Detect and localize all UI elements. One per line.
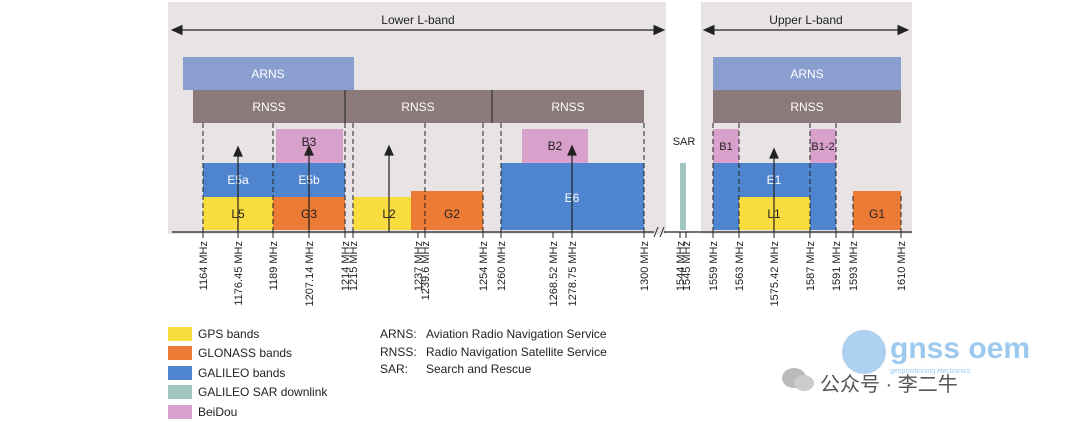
frequency-tick-label: 1591 MHz (831, 241, 843, 291)
frequency-tick-label: 1207.14 MHz (304, 241, 316, 306)
frequency-tick-label: 1610 MHz (896, 241, 908, 291)
band-b1-2-label: B1-2 (811, 141, 834, 153)
rnss-label-2: RNSS (401, 100, 434, 114)
frequency-tick-label: 1300 MHz (639, 241, 651, 291)
frequency-tick-label: 1268.52 MHz (548, 241, 560, 306)
legend-swatch-galileo (168, 365, 192, 380)
legend-label-beidou: BeiDou (198, 404, 238, 419)
legend-label-galileo: GALILEO bands (198, 365, 286, 380)
legend-label-glonass: GLONASS bands (198, 346, 293, 361)
legend-label-gps: GPS bands (198, 326, 260, 341)
frequency-tick-label: 1237 MHz (413, 241, 425, 291)
arns-lower-block (183, 57, 354, 90)
frequency-tick-label: 1544 MHz (675, 241, 687, 291)
arns-upper-label: ARNS (790, 67, 823, 81)
frequency-tick-label: 1575.42 MHz (769, 241, 781, 306)
frequency-boundary-lines (202, 123, 902, 232)
band-b2 (522, 129, 588, 163)
legend-swatch-gps (168, 326, 192, 341)
legend-item-beidou: BeiDou (168, 402, 327, 422)
abbreviation-definitions: ARNS: Aviation Radio Navigation Service … (380, 326, 607, 379)
rnss-block-upper (713, 90, 901, 123)
lower-l-band-arrow (170, 24, 666, 36)
definition-arns: ARNS: Aviation Radio Navigation Service (380, 326, 607, 344)
watermark-tagline: geopositioning electronics (890, 368, 971, 375)
watermark-brand: gnss oem (890, 332, 1031, 365)
legend-swatch-sar (168, 385, 192, 400)
definition-sar: SAR: Search and Rescue (380, 361, 607, 379)
legend-item-sar: GALILEO SAR downlink (168, 383, 327, 403)
upper-l-band-label: Upper L-band (769, 13, 842, 27)
definition-rnss: RNSS: Radio Navigation Satellite Service (380, 344, 607, 362)
definition-text: Search and Rescue (426, 362, 532, 376)
definition-text: Aviation Radio Navigation Service (426, 327, 607, 341)
frequency-ticks: 1164 MHz 1176.45 MHz 1189 MHz 1207.14 MHz 12… (198, 232, 908, 306)
rnss-block-2 (345, 90, 492, 123)
frequency-tick-label: 1278.75 MHz (567, 241, 579, 306)
band-b1-label: B1 (719, 141, 732, 153)
frequency-tick-label: 1239.6 MHz (420, 241, 432, 300)
watermark: gnss oem geopositioning electronics 公众号 … (780, 330, 1050, 400)
frequency-tick-label: 1214 MHz (340, 241, 352, 291)
arns-lower-label: ARNS (251, 67, 284, 81)
frequency-tick-label: 1176.45 MHz (233, 241, 245, 306)
frequency-tick-label: 1260 MHz (496, 241, 508, 291)
frequency-tick-label: 1254 MHz (478, 241, 490, 291)
legend-item-gps: GPS bands (168, 324, 327, 344)
band-sar-label: SAR (673, 136, 696, 148)
band-g1-label: G1 (869, 207, 885, 221)
band-g1 (853, 191, 901, 230)
arns-upper-block (713, 57, 901, 90)
definition-abbr: SAR: (380, 362, 409, 376)
watermark-account: 公众号 · 李二牛 (820, 374, 958, 396)
band-g2-label: G2 (444, 207, 460, 221)
frequency-tick-label: 1545 MHz (681, 241, 693, 291)
center-frequency-arrows (233, 144, 779, 232)
band-b1 (713, 129, 739, 163)
rnss-label-3: RNSS (551, 100, 584, 114)
legend-swatch-glonass (168, 346, 192, 361)
definition-abbr: ARNS: (380, 327, 417, 341)
legend-item-glonass: GLONASS bands (168, 344, 327, 364)
frequency-tick-label: 1215 MHz (348, 241, 360, 291)
rnss-label-1: RNSS (252, 100, 285, 114)
band-b1-2 (810, 129, 836, 163)
axis-break-icon (653, 226, 665, 238)
frequency-tick-label: 1563 MHz (734, 241, 746, 291)
legend-label-sar: GALILEO SAR downlink (198, 385, 328, 400)
rnss-block-1 (193, 90, 345, 123)
frequency-tick-label: 1189 MHz (268, 241, 280, 290)
legend-swatch-beidou (168, 404, 192, 419)
rnss-block-3 (492, 90, 644, 123)
rnss-label-upper: RNSS (790, 100, 823, 114)
definition-text: Radio Navigation Satellite Service (426, 344, 607, 359)
definition-abbr: RNSS: (380, 344, 417, 359)
lower-l-band-label: Lower L-band (381, 13, 454, 27)
band-b3-label: B3 (302, 135, 317, 149)
frequency-tick-label: 1593 MHz (848, 241, 860, 291)
band-sar (680, 163, 686, 230)
band-g2 (411, 191, 483, 230)
frequency-tick-label: 1587 MHz (805, 241, 817, 291)
wechat-icon (782, 368, 814, 391)
frequency-tick-label: 1164 MHz (198, 241, 210, 290)
band-b2-label: B2 (548, 139, 563, 153)
legend: GPS bands GLONASS bands GALILEO bands GA… (168, 324, 327, 422)
frequency-tick-label: 1559 MHz (708, 241, 720, 291)
gnss-oem-logo-icon (842, 330, 886, 374)
legend-item-galileo: GALILEO bands (168, 363, 327, 383)
upper-l-band-arrow (702, 24, 910, 36)
